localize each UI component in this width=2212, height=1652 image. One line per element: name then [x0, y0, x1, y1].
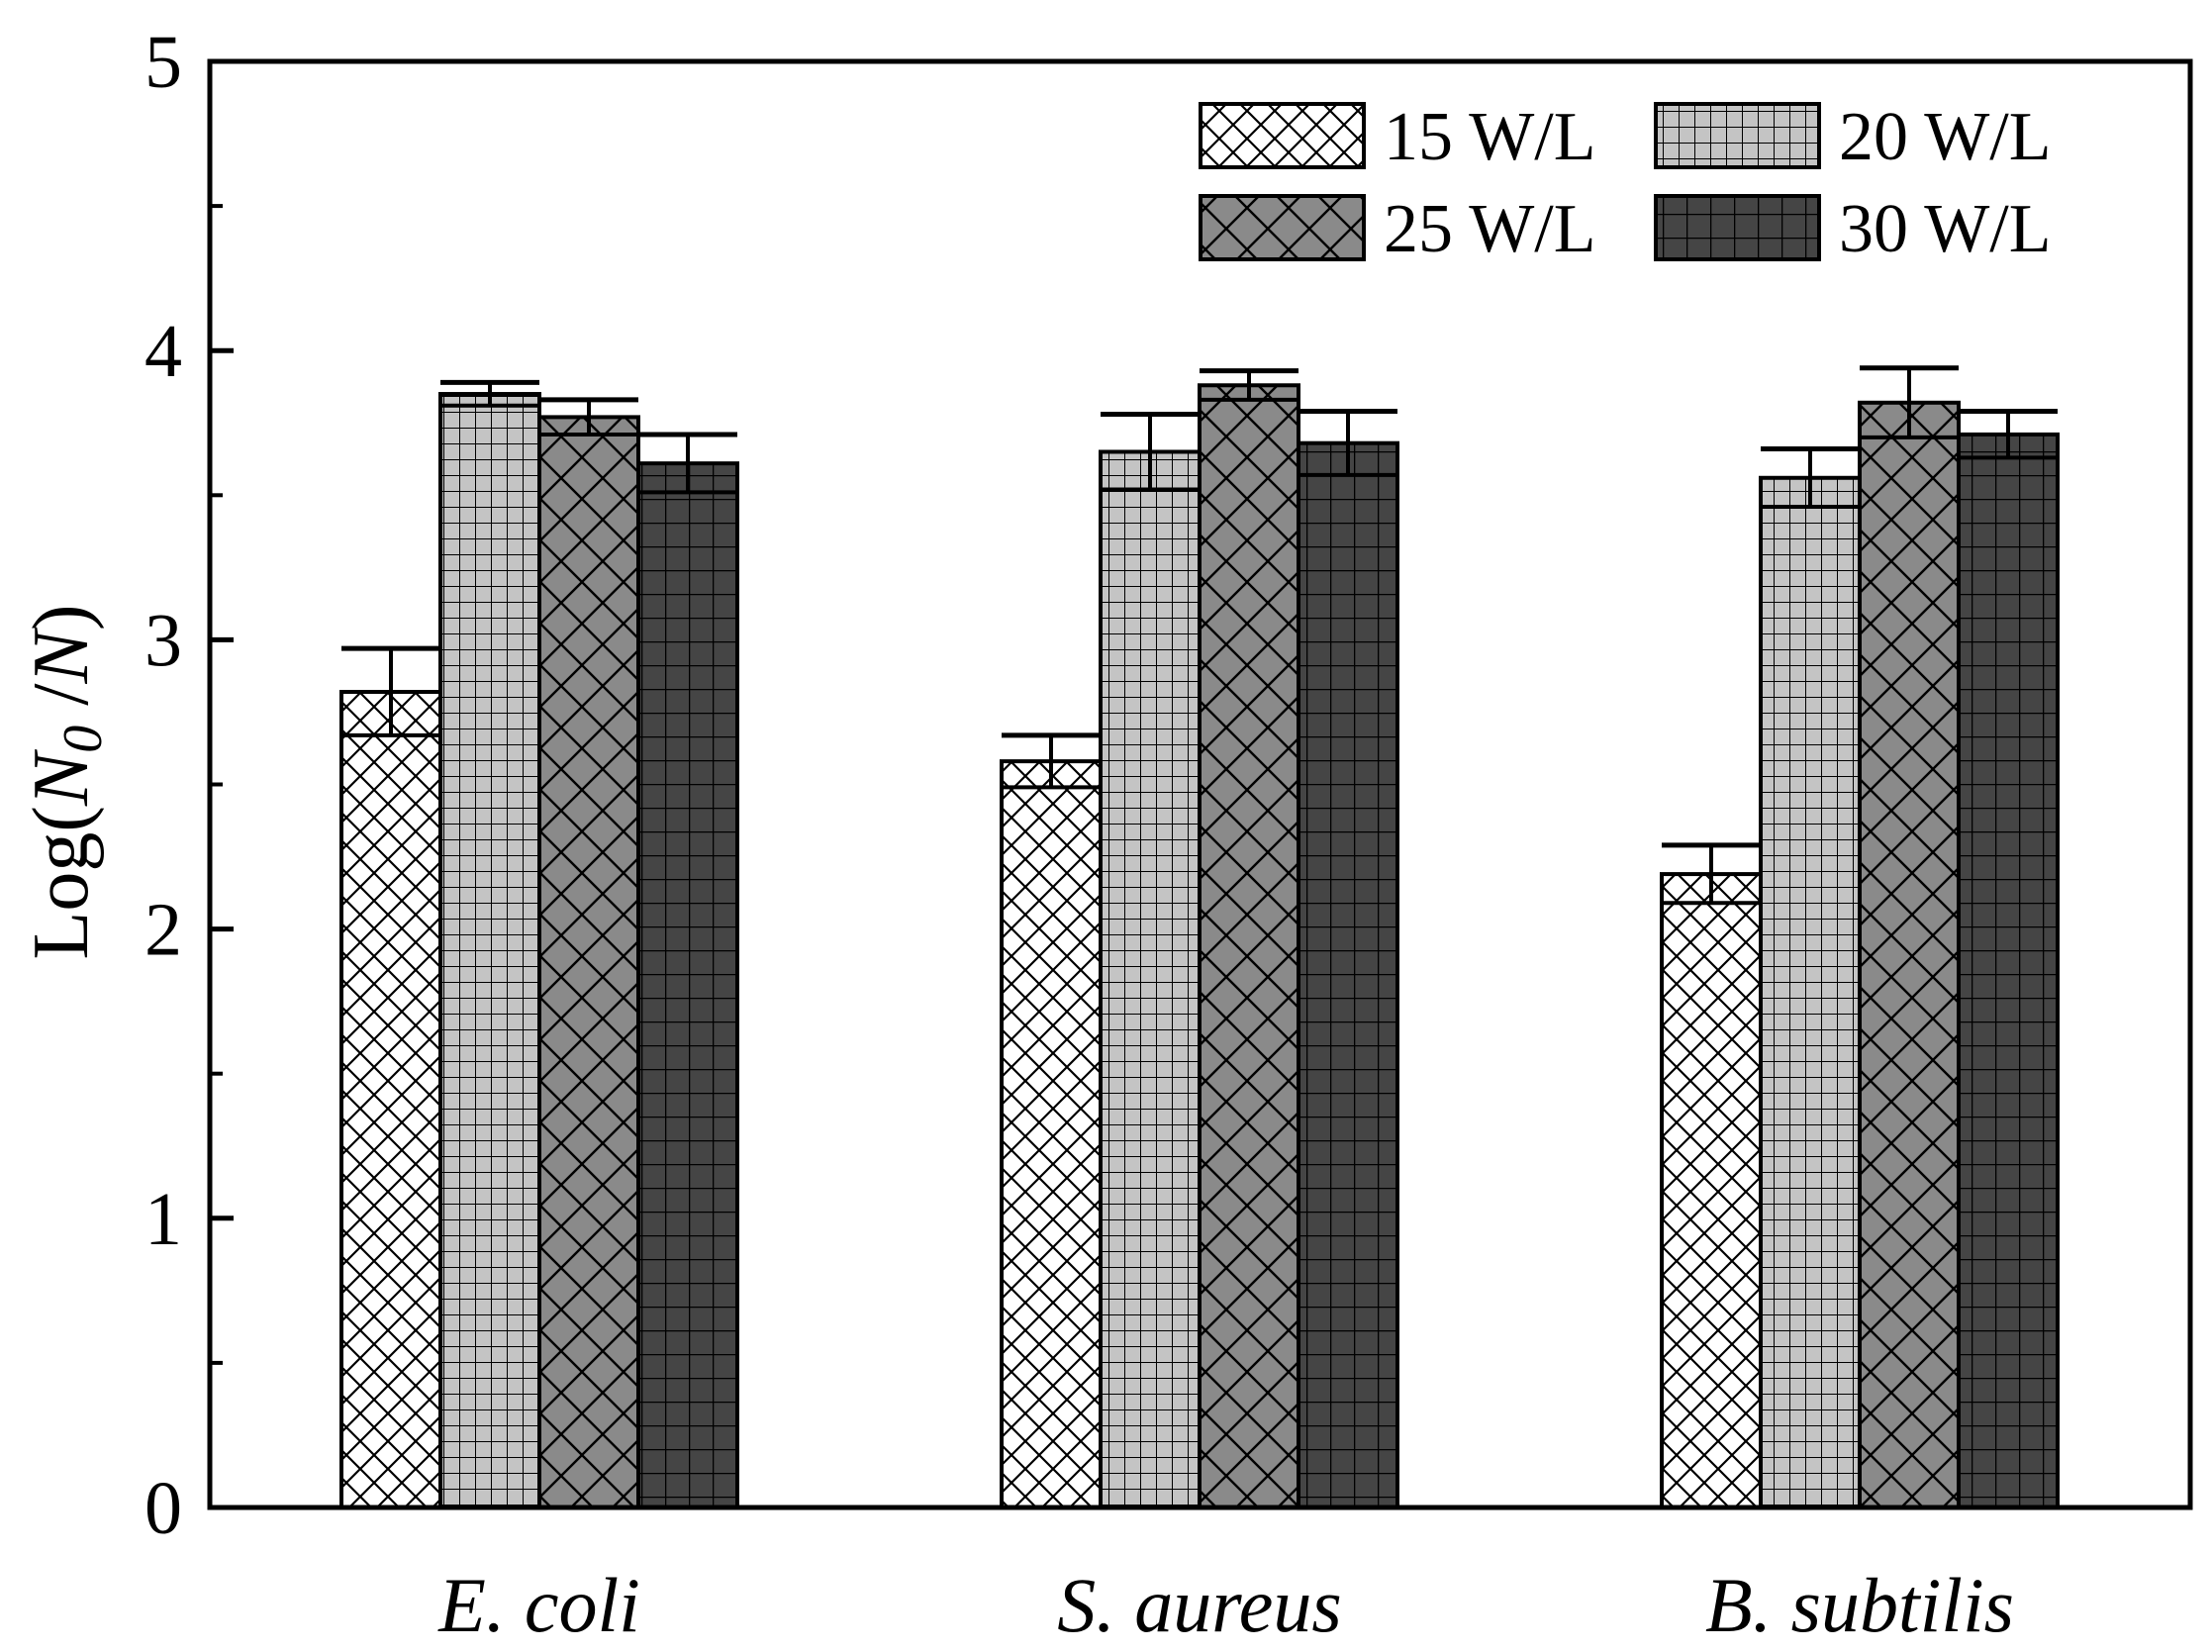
legend-swatch: [1654, 194, 1821, 261]
bar: [1759, 475, 1862, 1510]
bar: [1957, 432, 2060, 1509]
bar: [1000, 759, 1103, 1509]
bar: [1858, 400, 1961, 1509]
bar: [1297, 440, 1399, 1510]
legend: 15 W/L 20 W/L 25 W/L 30 W/L: [1199, 99, 2052, 267]
legend-label: 25 W/L: [1384, 191, 1596, 267]
legend-swatch: [1199, 194, 1366, 261]
bar: [339, 689, 442, 1509]
legend-label: 15 W/L: [1384, 99, 1596, 175]
y-axis-title-part: 0: [52, 726, 114, 753]
y-axis-title: Log(N0 /N): [18, 604, 114, 959]
y-tick-label: 5: [144, 21, 182, 104]
y-tick-label: 1: [144, 1178, 182, 1261]
y-axis-title-part: /: [18, 683, 105, 726]
bar: [1099, 449, 1202, 1510]
y-axis-title-part: N: [18, 626, 105, 684]
y-axis: 0 1 2 3 4 5: [144, 21, 234, 1550]
x-category-label: B. subtilis: [1705, 1562, 2014, 1648]
bar: [1198, 383, 1300, 1509]
legend-swatch: [1654, 102, 1821, 169]
legend-swatch: [1199, 102, 1366, 169]
x-category-label: E. coli: [437, 1562, 640, 1648]
bar: [537, 415, 640, 1509]
y-axis-title-part: ): [18, 604, 105, 631]
y-tick-label: 2: [144, 889, 182, 972]
x-category-label: S. aureus: [1057, 1562, 1341, 1648]
legend-label: 30 W/L: [1839, 191, 2052, 267]
y-tick-label: 3: [144, 599, 182, 682]
y-axis-title-part: Log(: [18, 806, 105, 960]
x-axis: E. coli S. aureus B. subtilis: [437, 1562, 2014, 1648]
bars-layer: [339, 365, 2060, 1510]
y-tick-label: 4: [144, 310, 182, 393]
y-tick-label: 0: [144, 1467, 182, 1550]
bar: [636, 461, 739, 1510]
bar: [438, 392, 541, 1509]
y-axis-title-part: N: [18, 748, 105, 807]
legend-label: 20 W/L: [1839, 99, 2052, 175]
bar: [1660, 872, 1763, 1509]
